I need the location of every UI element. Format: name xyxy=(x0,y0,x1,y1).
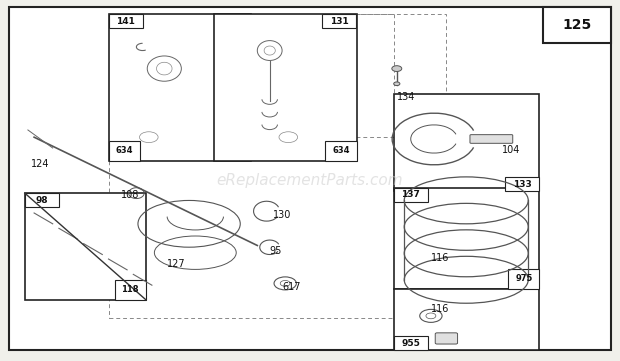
Bar xyxy=(108,14,143,29)
Text: 124: 124 xyxy=(31,159,50,169)
Text: 634: 634 xyxy=(332,146,350,155)
Bar xyxy=(322,14,446,137)
Text: 118: 118 xyxy=(122,285,139,294)
Text: 125: 125 xyxy=(562,18,591,32)
Text: 617: 617 xyxy=(282,282,301,292)
Text: 634: 634 xyxy=(115,146,133,155)
Circle shape xyxy=(392,66,402,71)
Text: 127: 127 xyxy=(167,258,186,269)
Bar xyxy=(394,289,539,350)
Bar xyxy=(115,280,146,300)
Bar xyxy=(394,188,539,289)
Text: 116: 116 xyxy=(431,304,450,314)
Text: 975: 975 xyxy=(515,274,533,283)
Text: 141: 141 xyxy=(116,17,135,26)
Text: 95: 95 xyxy=(270,246,282,256)
Text: 955: 955 xyxy=(401,339,420,348)
Text: 130: 130 xyxy=(273,210,291,220)
Bar xyxy=(326,141,356,161)
Bar xyxy=(394,336,428,350)
Bar xyxy=(108,14,394,318)
Bar xyxy=(394,94,539,191)
Bar xyxy=(25,193,59,207)
Text: 137: 137 xyxy=(401,190,420,199)
Bar xyxy=(108,14,251,161)
Text: 108: 108 xyxy=(121,190,140,200)
Text: 134: 134 xyxy=(397,92,415,103)
Bar xyxy=(508,269,539,289)
Text: eReplacementParts.com: eReplacementParts.com xyxy=(216,173,404,188)
Text: 131: 131 xyxy=(330,17,349,26)
Text: 116: 116 xyxy=(431,253,450,263)
Bar xyxy=(214,14,356,161)
Text: 133: 133 xyxy=(513,180,532,189)
Bar xyxy=(394,188,428,201)
Bar xyxy=(108,141,140,161)
FancyBboxPatch shape xyxy=(470,135,513,143)
Circle shape xyxy=(394,82,400,86)
Text: 104: 104 xyxy=(502,145,521,155)
Bar xyxy=(542,7,611,43)
FancyBboxPatch shape xyxy=(435,333,458,344)
Text: 98: 98 xyxy=(35,196,48,205)
Bar xyxy=(505,178,539,191)
Bar xyxy=(25,193,146,300)
Bar xyxy=(322,14,356,29)
